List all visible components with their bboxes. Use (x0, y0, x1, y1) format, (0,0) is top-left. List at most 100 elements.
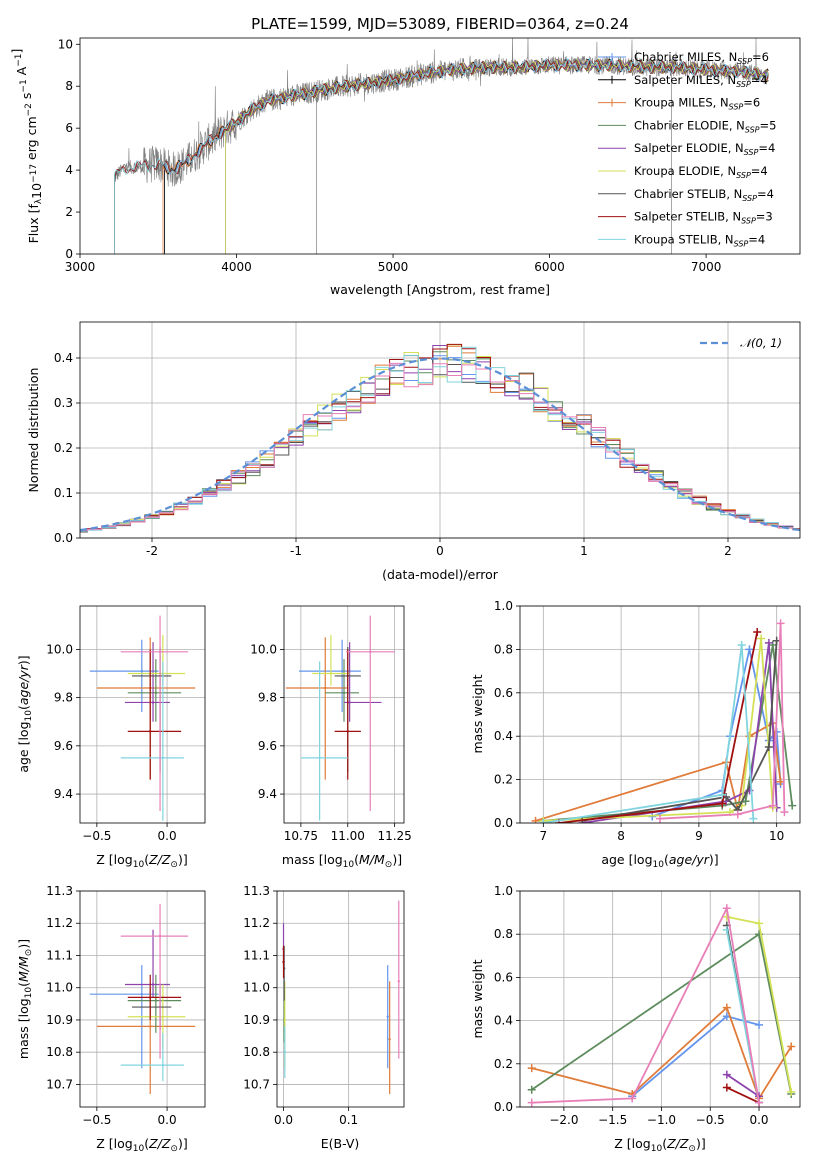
data-point (386, 1015, 389, 1018)
y-tick-label: 10 (58, 37, 73, 51)
data-point (154, 999, 158, 1002)
x-tick-label: −0.5 (696, 1113, 725, 1127)
y-tick-label: 10.0 (250, 642, 277, 656)
legend-label: Salpeter ELODIE, NSSP=4 (634, 141, 775, 157)
plus-marker (527, 1098, 536, 1107)
x-axis-label: (data-model)/error (382, 567, 499, 582)
x-tick-label: 4000 (221, 260, 252, 274)
grid (80, 890, 205, 1107)
y-tick-label: 0.0 (54, 531, 73, 545)
model-spectrum (114, 58, 769, 254)
axes-mass_vs_EBV: 0.0 0.1 10.7 10.8 10.9 11.0 11.1 11.2 11.3 (243, 884, 405, 1127)
data-point (158, 650, 162, 654)
y-tick-label: 0.4 (494, 1014, 513, 1028)
y-tick-label: 11.3 (46, 884, 73, 898)
y-tick-label: 0.4 (54, 351, 73, 365)
data-point (151, 983, 155, 986)
x-tick-label: 1 (580, 544, 588, 558)
axes-weight_vs_age: 7 8 9 10 0.0 0.2 0.4 0.6 0.8 1.0 (494, 599, 801, 843)
plot-area (80, 343, 800, 533)
axes-frame (79, 605, 206, 824)
x-tick-label: 9 (695, 829, 703, 843)
plus-marker (718, 790, 727, 799)
residual-histogram (80, 362, 800, 532)
model-spectrum (225, 58, 769, 254)
plus-marker (753, 628, 762, 637)
weight-line (651, 649, 782, 818)
plot-area (531, 619, 797, 823)
y-tick-label: 0.1 (54, 486, 73, 500)
axes-weight_vs_Z: −2.0 −1.5 −1.0 −0.5 0.0 0.0 0.2 0.4 0.6 0.8 1.0 (494, 884, 801, 1127)
data-point (369, 650, 372, 654)
x-tick-label: −1.0 (647, 1113, 676, 1127)
legend-label: Salpeter STELIB, NSSP=3 (634, 210, 773, 226)
data-point (283, 1018, 287, 1022)
plus-marker (527, 1064, 536, 1073)
plot-area (285, 615, 395, 821)
y-tick-label: 10.9 (46, 1013, 73, 1027)
x-tick-label: 0.0 (158, 829, 177, 843)
x-tick-label: -2 (146, 544, 158, 558)
y-tick-label: 11.1 (46, 948, 73, 962)
y-tick-label: 6 (65, 121, 73, 135)
normal-curve (80, 357, 800, 532)
data-point (158, 934, 162, 938)
y-tick-label: 10.0 (46, 642, 73, 656)
y-tick-label: 1.0 (494, 884, 513, 898)
plus-marker (718, 799, 727, 808)
x-axis-label: wavelength [Angstrom, rest frame] (330, 282, 550, 297)
x-tick-label: 0.1 (339, 1113, 358, 1127)
data-point (161, 756, 165, 760)
y-tick-label: 11.0 (243, 981, 270, 995)
x-tick-label: 11.25 (377, 829, 411, 843)
data-point (388, 1038, 391, 1041)
plot-area (89, 903, 196, 1095)
legend: Chabrier MILES, NSSP=6 Salpeter MILES, NS… (598, 50, 776, 248)
weight-line (531, 905, 760, 1104)
x-tick-label: −0.5 (82, 829, 111, 843)
plus-marker (737, 641, 746, 650)
y-tick-label: 0.4 (494, 729, 513, 743)
y-tick-label: 11.2 (46, 916, 73, 930)
plus-marker (764, 743, 773, 752)
weight-line (543, 644, 755, 823)
y-tick-label: 1.0 (494, 599, 513, 613)
y-tick-label: 11.1 (243, 948, 270, 962)
legend-label: Kroupa STELIB, NSSP=4 (634, 232, 765, 248)
plus-marker (788, 801, 797, 810)
data-point (346, 730, 349, 733)
chart-title: PLATE=1599, MJD=53089, FIBERID=0364, z=0… (251, 15, 629, 33)
data-point (161, 1063, 165, 1067)
x-axis-label: age [log10(age/yr)] (601, 852, 718, 870)
y-tick-label: 10.7 (243, 1077, 270, 1091)
y-tick-label: 0.2 (494, 1057, 513, 1071)
y-tick-label: 10.7 (46, 1077, 73, 1091)
data-point (149, 730, 152, 733)
data-point (283, 1050, 287, 1054)
plus-marker (722, 1070, 731, 1079)
x-tick-label: -1 (290, 544, 302, 558)
x-axis-label: E(B-V) (321, 1136, 360, 1151)
legend-label: Chabrier ELODIE, NSSP=5 (634, 118, 776, 134)
y-tick-label: 11.2 (243, 916, 270, 930)
axes-frame (79, 890, 206, 1108)
data-point (154, 691, 158, 694)
x-tick-label: 0 (436, 544, 444, 558)
x-tick-label: 7 (540, 829, 548, 843)
data-point (140, 992, 143, 996)
y-tick-label: 11.0 (46, 981, 73, 995)
x-axis-label: mass [log10(M/M⊙)] (282, 852, 402, 870)
axes-mass_vs_Z: −0.5 0.0 10.7 10.8 10.9 11.0 11.1 11.2 11.3 (46, 884, 206, 1127)
grid (80, 606, 205, 823)
plot-area (282, 900, 400, 1095)
x-tick-label: 10 (769, 829, 784, 843)
plus-marker (722, 912, 731, 921)
legend-label: Kroupa MILES, NSSP=6 (634, 96, 760, 112)
plus-marker (755, 1098, 764, 1107)
plot-area (527, 904, 796, 1107)
model-spectrum (114, 58, 769, 254)
plus-marker (628, 1094, 637, 1103)
y-axis-label: Flux [fλ10−17 erg cm−2 s−1 A−1] (9, 49, 44, 244)
y-tick-label: 4 (65, 163, 73, 177)
